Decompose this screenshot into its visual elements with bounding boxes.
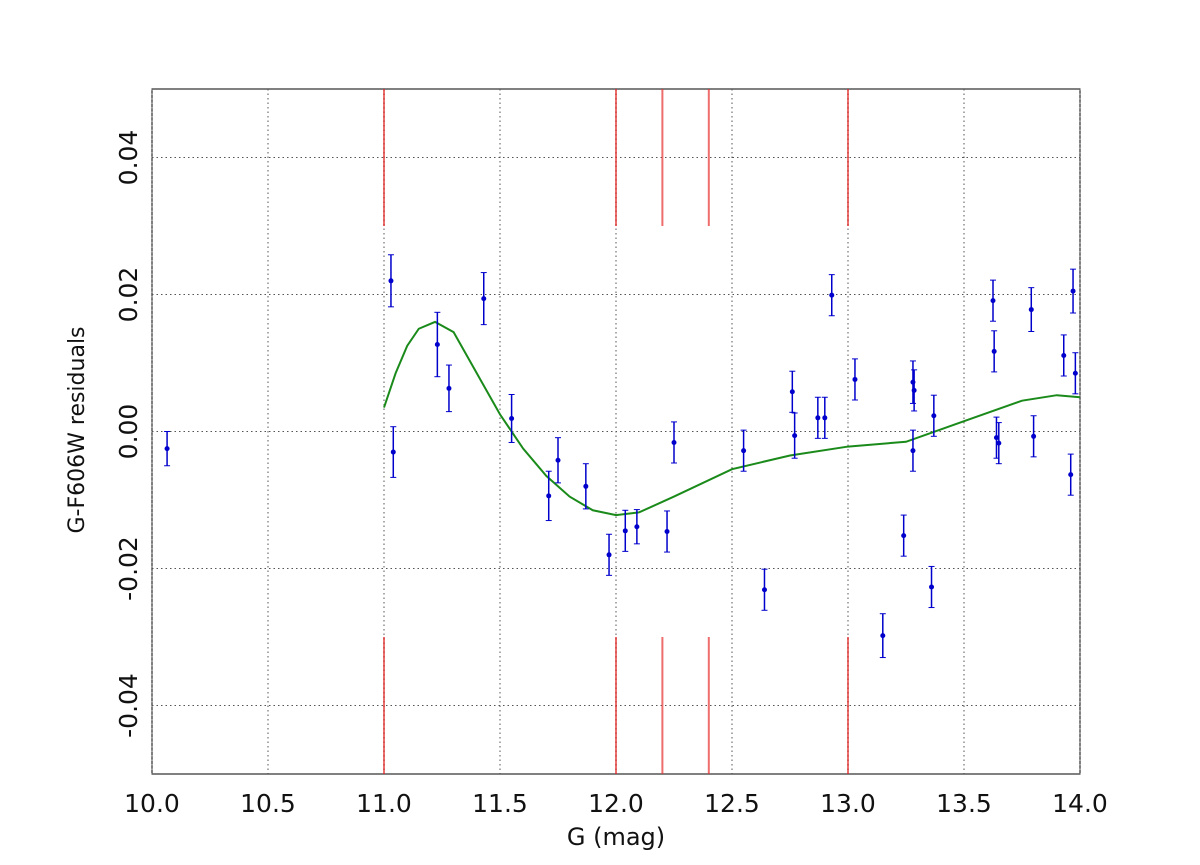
y-tick-label: -0.04 (114, 673, 143, 738)
x-tick-label: 13.5 (936, 789, 992, 818)
x-tick-label: 14.0 (1052, 789, 1108, 818)
x-tick-label: 12.0 (588, 789, 644, 818)
data-point (164, 446, 170, 452)
data-point (829, 292, 835, 298)
x-tick-label: 11.0 (356, 789, 412, 818)
x-tick-label: 11.5 (472, 789, 528, 818)
data-point (634, 524, 640, 530)
data-point (901, 533, 907, 539)
data-point (509, 415, 515, 421)
x-tick-label: 10.5 (240, 789, 296, 818)
x-tick-label: 10.0 (124, 789, 180, 818)
y-tick-label: 0.02 (114, 267, 143, 323)
data-point (1072, 370, 1078, 376)
data-point (555, 457, 561, 463)
data-point (910, 448, 916, 454)
data-point (880, 633, 886, 639)
data-point (789, 389, 795, 395)
data-point (481, 296, 487, 302)
data-point (1061, 352, 1067, 358)
data-point (1031, 433, 1037, 439)
data-point (1068, 472, 1074, 478)
x-axis-label: G (mag) (567, 823, 665, 851)
data-point (388, 278, 394, 284)
data-point (990, 298, 996, 304)
data-point (583, 483, 589, 489)
y-tick-label: 0.04 (114, 130, 143, 186)
data-point (606, 552, 612, 558)
data-point (434, 342, 440, 348)
y-axis-label: G-F606W residuals (65, 326, 90, 533)
data-point (1028, 307, 1034, 313)
data-point (993, 435, 999, 441)
data-point (741, 448, 747, 454)
data-point (996, 440, 1002, 446)
x-tick-label: 13.0 (820, 789, 876, 818)
fit-curve (383, 320, 1081, 517)
y-tick-label: 0.00 (114, 404, 143, 460)
y-tick-label: -0.02 (114, 536, 143, 601)
data-point (911, 387, 917, 393)
data-point (390, 449, 396, 455)
data-point (822, 415, 828, 421)
data-point (622, 528, 628, 534)
data-point (761, 587, 767, 593)
data-point (929, 584, 935, 590)
data-point (546, 493, 552, 499)
data-point (815, 415, 821, 421)
data-point (1070, 288, 1076, 294)
data-point (991, 348, 997, 354)
data-point (792, 433, 798, 439)
data-point (664, 529, 670, 535)
data-point (446, 385, 452, 391)
x-tick-label: 12.5 (704, 789, 760, 818)
data-point (931, 413, 937, 419)
data-point (852, 376, 858, 382)
data-point (671, 439, 677, 445)
